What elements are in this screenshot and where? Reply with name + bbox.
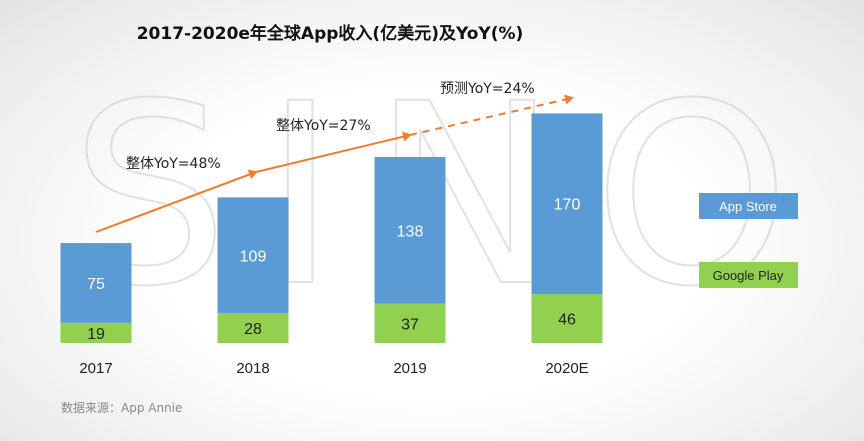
category-label-2017: 2017 [79, 360, 112, 377]
trend-arrow-3 [409, 94, 574, 136]
bar-google-play-2020e [531, 294, 603, 343]
source-note: 数据来源：App Annie [61, 400, 182, 415]
bar-value-app-store-2018: 109 [240, 248, 267, 265]
yoy-annotation-1: 整体YoY=48% [126, 156, 221, 172]
bar-value-google-play-2020e: 46 [558, 312, 576, 329]
bar-value-google-play-2019: 37 [401, 316, 419, 333]
bar-value-app-store-2019: 138 [397, 223, 424, 240]
bar-app-store-2020e [531, 113, 603, 295]
bar-app-store-2019 [374, 156, 446, 304]
legend: App Store Google Play [699, 193, 798, 288]
chart-title: 2017-2020e年全球App收入(亿美元)及YoY(%) [137, 23, 524, 44]
legend-label-google-play: Google Play [713, 268, 784, 283]
bar-google-play-2018 [217, 313, 289, 343]
legend-swatch-app-store [699, 193, 798, 219]
bar-google-play-2019 [374, 303, 446, 343]
trend-arrow-1 [95, 169, 258, 233]
yoy-annotation-2: 整体YoY=27% [276, 118, 371, 134]
trend-arrow-2 [255, 131, 412, 173]
category-label-2020e: 2020E [545, 360, 588, 377]
bar-value-app-store-2017: 75 [87, 276, 105, 293]
bars-group: 19 75 2017 28 109 2018 37 138 2019 46 170 2020E [60, 113, 603, 377]
bar-app-store-2018 [217, 197, 289, 314]
bar-value-google-play-2017: 19 [87, 326, 105, 343]
category-label-2019: 2019 [393, 360, 426, 377]
bar-google-play-2017 [60, 322, 132, 343]
legend-label-app-store: App Store [719, 199, 777, 214]
bar-value-google-play-2018: 28 [244, 321, 262, 338]
category-label-2018: 2018 [236, 360, 269, 377]
bar-app-store-2017 [60, 243, 132, 323]
trend-group: 整体YoY=48% 整体YoY=27% 预测YoY=24% [95, 81, 574, 233]
yoy-annotation-3: 预测YoY=24% [440, 81, 535, 97]
bar-value-app-store-2020e: 170 [554, 197, 581, 214]
legend-swatch-google-play [699, 262, 798, 288]
